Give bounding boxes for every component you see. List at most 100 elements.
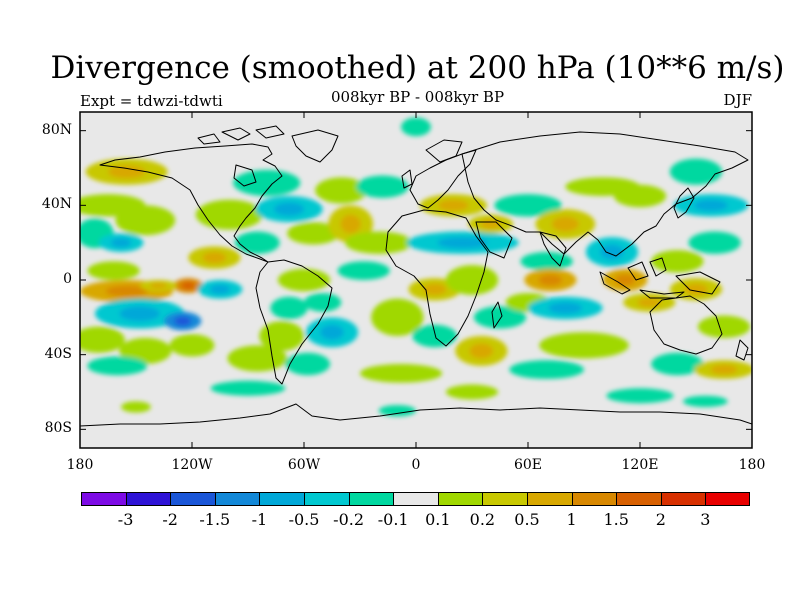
coastlines xyxy=(80,125,752,427)
colorbar-swatch xyxy=(616,492,662,506)
colorbar-swatch xyxy=(125,492,171,506)
field-blob-core xyxy=(119,306,160,322)
coastline-new-zealand xyxy=(735,339,749,361)
field-blob xyxy=(445,265,499,295)
colorbar-label: 0.1 xyxy=(425,510,451,529)
coastline-antarctica xyxy=(80,403,752,427)
coastline-arctic-islands xyxy=(197,125,285,145)
field-blob xyxy=(509,360,584,379)
field-blob-core xyxy=(150,282,167,289)
colorbar-label: 1 xyxy=(566,510,577,529)
colorbar-label: -0.2 xyxy=(333,510,365,529)
coastline-japan xyxy=(673,187,695,219)
field-blob xyxy=(651,352,704,376)
coastline-south-america xyxy=(255,259,333,385)
colorbar-swatch xyxy=(393,492,439,506)
field-blob xyxy=(121,401,151,413)
field-blob-core xyxy=(538,274,563,286)
colorbar-label: -2 xyxy=(162,510,178,529)
field-blob-core xyxy=(108,165,146,179)
colorbar-swatch xyxy=(81,492,127,506)
field-blob xyxy=(285,352,331,376)
coastline-scandinavia xyxy=(425,139,463,163)
field-blob-core xyxy=(600,244,624,260)
colorbar-swatch xyxy=(214,492,260,506)
field-blob xyxy=(473,306,527,329)
field-blob xyxy=(169,334,215,357)
lon-label: 0 xyxy=(411,457,421,473)
field-blob-core xyxy=(273,202,305,216)
field-blob-core xyxy=(340,214,361,234)
field-blob xyxy=(345,231,413,254)
lat-label: 40N xyxy=(41,196,72,213)
lat-label: 40S xyxy=(44,345,72,362)
plot-subtitle: 008kyr BP - 008kyr BP xyxy=(330,88,505,106)
colorbar-swatch xyxy=(170,492,216,506)
coastline-hudson-bay xyxy=(233,164,257,187)
field-blob xyxy=(697,315,751,338)
field-blob-core xyxy=(174,316,192,326)
field-blob xyxy=(315,177,368,204)
lon-label: 60W xyxy=(287,457,321,473)
field-blob-core xyxy=(105,285,148,297)
field-blob-core xyxy=(694,199,728,211)
field-blob xyxy=(115,205,176,236)
colorbar-label: 3 xyxy=(700,510,711,529)
field-blob-core xyxy=(209,284,231,295)
colorbar-swatch xyxy=(527,492,573,506)
coastline-greenland xyxy=(291,129,339,163)
lon-label: 120W xyxy=(171,457,213,473)
field-blob xyxy=(669,158,723,185)
colorbar-swatch xyxy=(437,492,483,506)
lon-label: 180 xyxy=(738,457,766,473)
field-blob xyxy=(304,293,342,312)
field-blob xyxy=(227,345,288,372)
field-blob xyxy=(210,380,286,396)
colorbar-label: 1.5 xyxy=(603,510,629,529)
field-blob xyxy=(119,337,172,364)
field-blob xyxy=(337,261,390,280)
field-blob-core xyxy=(551,216,579,232)
field-blob-core xyxy=(469,343,494,359)
plot-title: Divergence (smoothed) at 200 hPa (10**6 … xyxy=(50,50,785,86)
colorbar-label: -0.5 xyxy=(288,510,320,529)
colorbar-label: -0.1 xyxy=(377,510,409,529)
axis-ticks xyxy=(79,112,753,448)
field-blob xyxy=(539,332,629,359)
colorbar-label: -3 xyxy=(117,510,134,529)
field-blob-core xyxy=(438,199,469,211)
field-blob-core xyxy=(710,364,738,375)
field-blob xyxy=(520,252,573,271)
colorbar-label: 2 xyxy=(655,510,666,529)
coastline-australia xyxy=(649,295,723,355)
coastline-arabia xyxy=(475,221,513,259)
colorbar-label: -1.5 xyxy=(199,510,231,529)
colorbar-label: 0.5 xyxy=(514,510,540,529)
field-blob-core xyxy=(422,283,447,295)
field-blob xyxy=(401,117,431,137)
field-blob-core xyxy=(181,281,195,290)
field-blob xyxy=(445,384,499,400)
field-blob xyxy=(412,324,458,348)
colorbar-swatch xyxy=(660,492,706,506)
field-blob xyxy=(195,199,263,230)
colorbar-swatch xyxy=(705,492,751,506)
colorbar-swatch xyxy=(259,492,305,506)
coastline-asia xyxy=(461,131,749,257)
field-blob xyxy=(371,298,424,337)
lon-label: 120E xyxy=(621,457,659,473)
field-blob xyxy=(606,388,674,404)
field-blob-core xyxy=(202,252,227,264)
field-blob xyxy=(87,261,140,280)
experiment-label: Expt = tdwzi-tdwti xyxy=(80,92,223,110)
field-blob xyxy=(80,326,125,353)
field-blob xyxy=(87,356,148,376)
coastline-britain xyxy=(401,169,413,189)
field-blob-core xyxy=(548,302,583,314)
field-blob xyxy=(356,175,409,198)
coastline-southeast-asia-islands xyxy=(599,257,721,299)
field-blob xyxy=(287,222,340,245)
field-blob-core xyxy=(684,283,708,295)
lon-label: 180 xyxy=(66,457,94,473)
